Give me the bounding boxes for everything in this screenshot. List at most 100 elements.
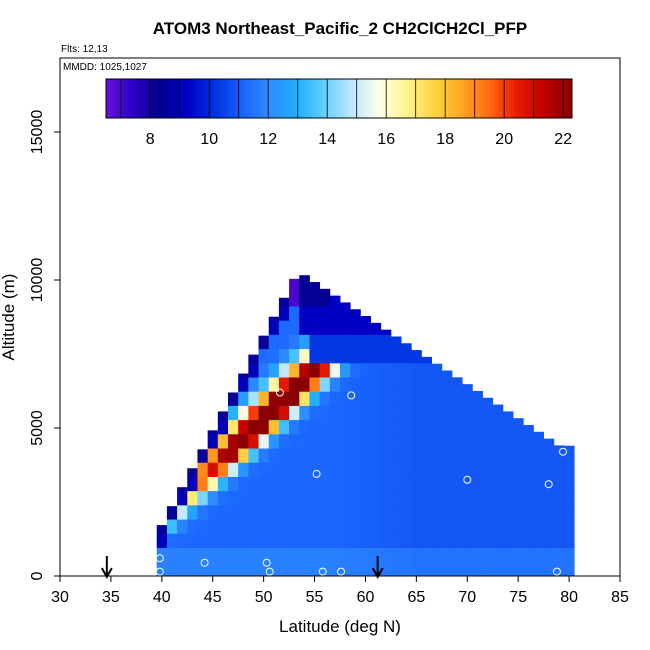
heatmap-cell [268,391,280,406]
heatmap-cell [299,561,310,577]
x-axis-label: Latitude (deg N) [279,617,401,636]
sample-point [318,567,327,576]
heatmap-cell [299,504,310,520]
heatmap-cell [258,519,270,534]
heatmap-cell [197,533,209,548]
heatmap-cell [452,533,463,548]
heatmap-cell [329,348,341,364]
heatmap-cell [350,476,361,492]
heatmap-cell [329,519,341,534]
colorbar-segment [533,79,538,118]
heatmap-cell [207,490,219,506]
heatmap-cell [309,320,321,335]
heatmap-cell [421,391,433,406]
heatmap-cell [564,533,575,548]
colorbar-segment [156,79,161,118]
heatmap-cell [278,391,290,406]
heatmap-cell [319,391,331,406]
heatmap-cell [502,419,514,435]
heatmap-cell [289,519,300,534]
x-tick-label: 70 [458,589,476,606]
heatmap-cell [543,448,555,463]
heatmap-cell [502,561,514,577]
heatmap-cell [350,533,361,548]
colorbar-segment [416,79,422,118]
heatmap-cell [197,462,209,477]
heatmap-cell [309,504,321,520]
colorbar-segment [474,79,480,118]
colorbar-segment [505,79,511,118]
heatmap-cell [309,448,321,463]
heatmap-cell [340,433,351,449]
colorbar-segment [327,79,332,118]
heatmap-cell [523,519,534,534]
heatmap-cell [309,405,321,421]
heatmap-cell [533,448,545,463]
colorbar-segment [238,79,243,118]
colorbar-segment [241,79,247,118]
heatmap-cell [472,433,483,449]
heatmap-cell [319,504,331,520]
heatmap-cell [258,547,270,563]
heatmap-cell [421,533,433,548]
heatmap-cell [289,448,300,463]
heatmap-cell [350,561,361,577]
heatmap-cell [533,476,545,492]
heatmap-cell [564,445,575,449]
heatmap-cell [340,448,351,463]
heatmap-cell [462,391,473,406]
heatmap-cell [360,419,371,435]
heatmap-cell [492,533,504,548]
colorbar-segment [272,79,278,118]
heatmap-cell [278,419,290,435]
heatmap-cell [482,448,494,463]
heatmap-cell [472,504,483,520]
colorbar-segment [315,79,321,118]
heatmap-cell [217,533,229,548]
heatmap-cell [482,476,494,492]
heatmap-cell [513,462,524,477]
colorbar-segment [513,79,519,118]
heatmap-cell [268,419,280,435]
mmdd-label: MMDD: 1025,1027 [63,62,147,73]
heatmap-cell [340,320,351,335]
heatmap-cell [401,519,412,534]
heatmap-cell [268,561,280,577]
colorbar-segment [168,79,173,118]
colorbar-segment [257,79,262,118]
colorbar-segment [346,79,352,118]
heatmap-cell [441,533,453,548]
heatmap-cell [482,433,494,449]
heatmap-cell [228,476,239,492]
heatmap-cell [238,391,249,406]
heatmap-cell [390,561,402,577]
heatmap-cell [289,405,300,421]
heatmap-cell [299,519,310,534]
y-tick-label: 15000 [29,110,46,155]
colorbar-segment [463,79,468,118]
heatmap-cell [289,334,300,350]
heatmap-cell [217,433,229,449]
heatmap-cell [441,561,453,577]
heatmap-cell [258,391,270,406]
heatmap-cell [370,519,382,534]
heatmap-cell [299,291,310,307]
heatmap-cell [177,533,188,548]
colorbar-segment [494,79,499,118]
sample-point [200,558,209,567]
heatmap-cell [329,561,341,577]
heatmap-cell [238,561,249,577]
heatmap-cell [390,405,402,421]
heatmap-cell [360,405,371,421]
heatmap-cell [228,519,239,534]
heatmap-cell [228,419,239,435]
colorbar-segment [172,79,177,118]
heatmap-cell [309,306,321,321]
heatmap-cell [523,476,534,492]
colorbar-segment [106,79,111,118]
heatmap-cell [187,533,198,548]
heatmap-cell [370,391,382,406]
colorbar-segment [253,79,258,118]
heatmap-cell [523,433,534,449]
heatmap-cell [390,504,402,520]
